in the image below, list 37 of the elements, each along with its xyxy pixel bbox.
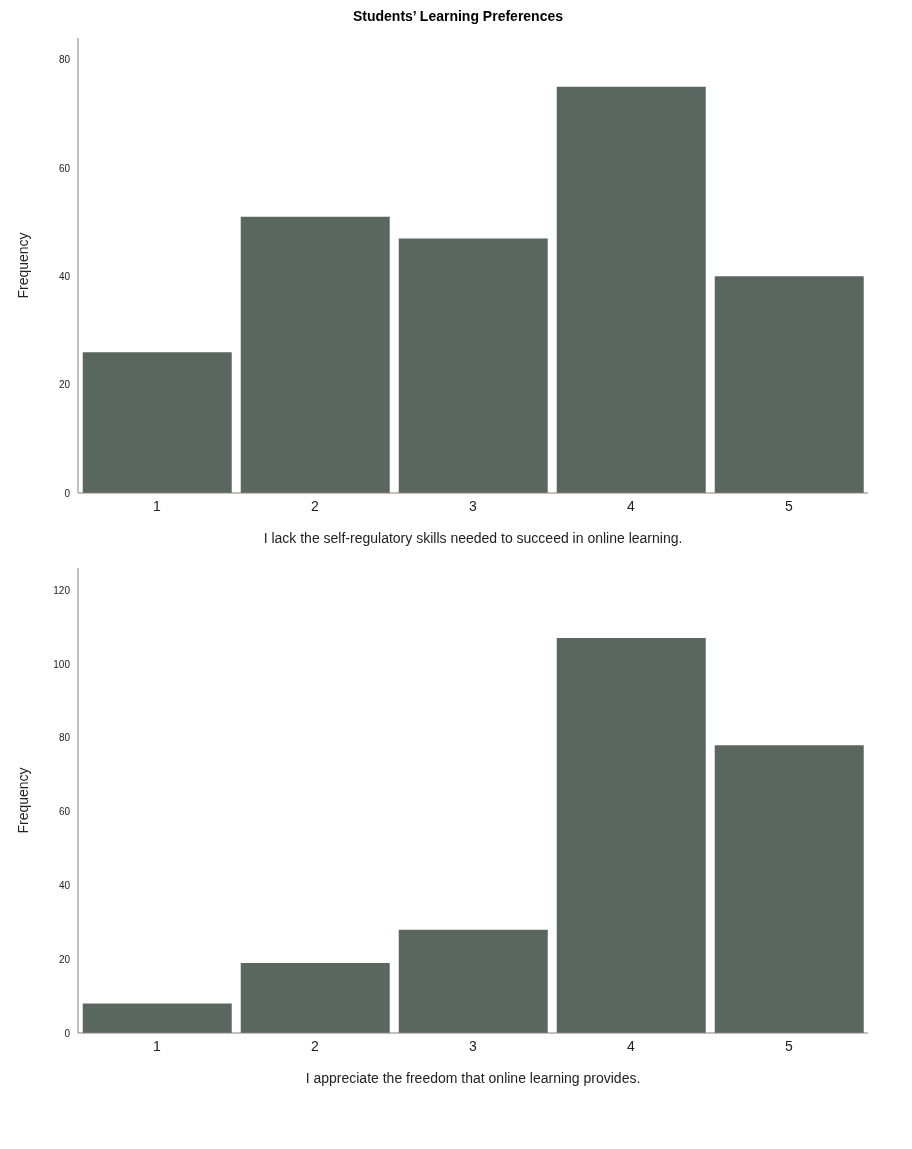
bar [398,929,548,1033]
bar [714,276,864,493]
y-tick-label: 20 [58,379,71,391]
x-tick-label: 4 [627,497,636,514]
y-tick-label: 100 [53,658,71,670]
x-tick-label: 5 [785,1037,794,1054]
x-tick-label: 2 [311,497,320,514]
y-tick-label: 40 [58,879,71,891]
x-axis-title: I appreciate the freedom that online learning provides. [305,1070,641,1086]
x-tick-label: 1 [153,1037,162,1054]
y-tick-label: 40 [58,270,71,282]
y-tick-label: 80 [58,54,71,66]
y-tick-label: 20 [58,953,71,965]
bar [240,216,390,493]
bar [240,962,390,1033]
bar [398,238,548,493]
x-tick-label: 3 [469,497,478,514]
x-tick-label: 4 [627,1037,636,1054]
bar [714,745,864,1033]
chart-title: Students’ Learning Preferences [351,8,565,24]
x-tick-label: 3 [469,1037,478,1054]
y-tick-label: 0 [64,1027,71,1039]
x-tick-label: 2 [311,1037,320,1054]
y-tick-label: 60 [58,806,71,818]
y-axis-title: Frequency [14,232,31,299]
x-tick-label: 5 [785,497,794,514]
y-tick-label: 120 [53,584,71,596]
bar [82,1003,232,1033]
y-tick-label: 80 [58,732,71,744]
y-tick-label: 0 [64,487,71,499]
bar [556,86,706,493]
x-tick-label: 1 [153,497,162,514]
x-axis-title: I lack the self-regulatory skills needed to succeed in online learning. [263,530,683,546]
y-axis-title: Frequency [14,767,31,834]
bar [82,352,232,493]
bar [556,638,706,1033]
y-tick-label: 60 [58,162,71,174]
